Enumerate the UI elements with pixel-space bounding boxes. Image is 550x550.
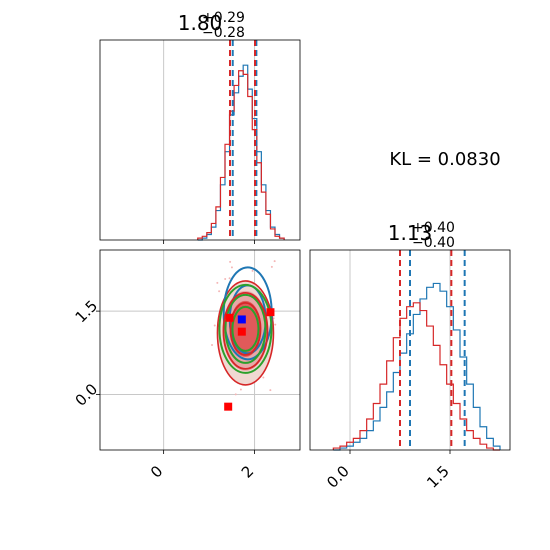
sample-point xyxy=(270,265,273,268)
x-tick-label: 0.0 xyxy=(323,462,353,492)
contour-level xyxy=(231,305,260,352)
x-tick-label: 0 xyxy=(147,462,166,481)
x-tick-label: 1.5 xyxy=(423,462,453,492)
axes-frame xyxy=(309,249,511,451)
x-tick-label: 2 xyxy=(238,462,257,481)
sample-point xyxy=(218,290,221,293)
marker-point xyxy=(225,313,234,322)
sample-point xyxy=(262,376,265,379)
marker-point xyxy=(237,315,246,324)
marker-point xyxy=(266,308,275,317)
sample-point xyxy=(234,393,237,396)
sample-point xyxy=(239,388,242,391)
sample-point xyxy=(274,323,277,326)
title-minus: −0.28 xyxy=(202,25,245,41)
histogram-title-param1: 1.80 xyxy=(178,11,223,35)
histogram-title-param2: 1.13 xyxy=(388,221,433,245)
sample-point xyxy=(224,277,227,280)
sample-point xyxy=(213,324,216,327)
marker-point xyxy=(237,327,246,336)
kl-annotation: KL = 0.0830 xyxy=(389,149,500,170)
title-plus: +0.40 xyxy=(412,220,455,236)
histogram-panel-param2: 0.0 1.5 1.13 +0.40 −0.40 xyxy=(309,220,511,492)
sample-point xyxy=(228,277,231,280)
marker-point xyxy=(224,402,233,411)
histogram-series xyxy=(197,70,285,240)
contour-panel: 0 2 0.0 1.5 xyxy=(72,249,301,482)
title-minus: −0.40 xyxy=(412,235,455,251)
sample-point xyxy=(230,266,233,269)
sample-point xyxy=(229,260,232,263)
sample-point xyxy=(269,389,272,392)
histogram-series xyxy=(332,302,500,451)
histogram-panel-param1: 1.80 +0.29 −0.28 xyxy=(99,10,301,244)
sample-point xyxy=(251,269,254,272)
axes-frame xyxy=(99,39,301,241)
axes-frame xyxy=(99,249,301,451)
sample-point xyxy=(273,260,276,263)
sample-point xyxy=(211,344,214,347)
histogram-series xyxy=(333,282,501,451)
title-value: 1.80 xyxy=(178,11,223,35)
y-tick-label: 0.0 xyxy=(72,380,102,410)
histogram-series xyxy=(197,64,285,241)
title-value: 1.13 xyxy=(388,221,433,245)
contour-level xyxy=(218,283,273,374)
y-tick-label: 1.5 xyxy=(72,297,102,327)
contour-level xyxy=(229,301,262,356)
contour-level xyxy=(224,293,267,364)
sample-point xyxy=(216,281,219,284)
title-plus: +0.29 xyxy=(202,10,245,26)
contour-level xyxy=(222,291,269,370)
